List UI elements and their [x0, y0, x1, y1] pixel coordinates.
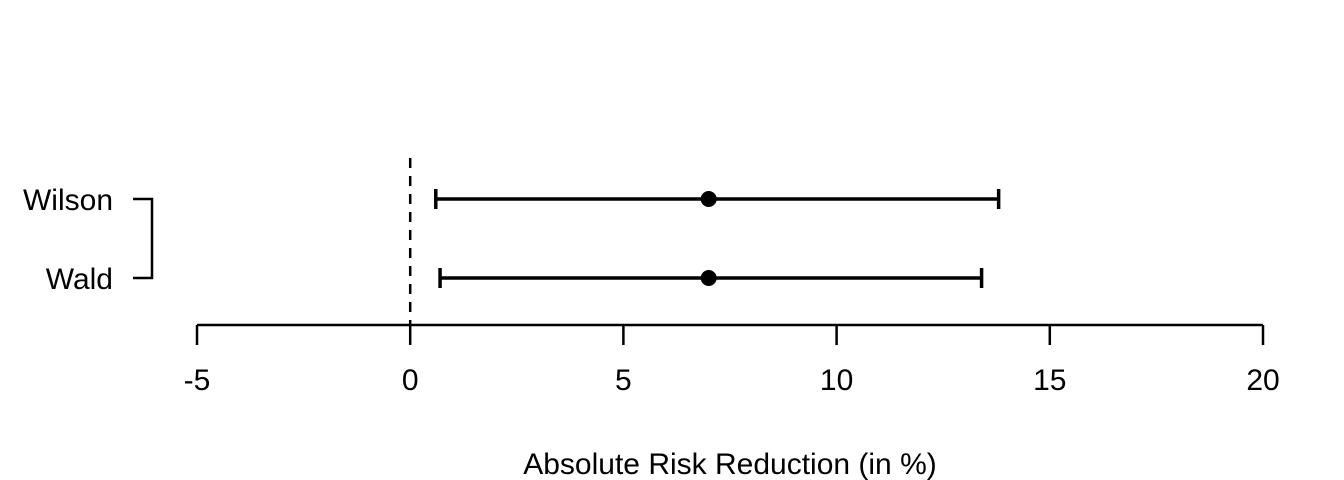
x-axis-title: Absolute Risk Reduction (in %): [523, 448, 937, 480]
x-tick-label-20: 20: [1246, 364, 1279, 397]
point-estimate-wald: [700, 270, 717, 286]
x-tick-label-10: 10: [820, 364, 853, 397]
point-estimate-wilson: [700, 191, 717, 207]
x-tick-label-0: 0: [402, 364, 419, 397]
x-tick-label-5: 5: [615, 364, 632, 397]
x-tick-label-15: 15: [1033, 364, 1066, 397]
category-label-wald: Wald: [46, 263, 113, 296]
x-tick-label--5: -5: [184, 364, 211, 397]
y-axis-bracket: [133, 197, 154, 280]
category-label-wilson: Wilson: [23, 184, 113, 217]
